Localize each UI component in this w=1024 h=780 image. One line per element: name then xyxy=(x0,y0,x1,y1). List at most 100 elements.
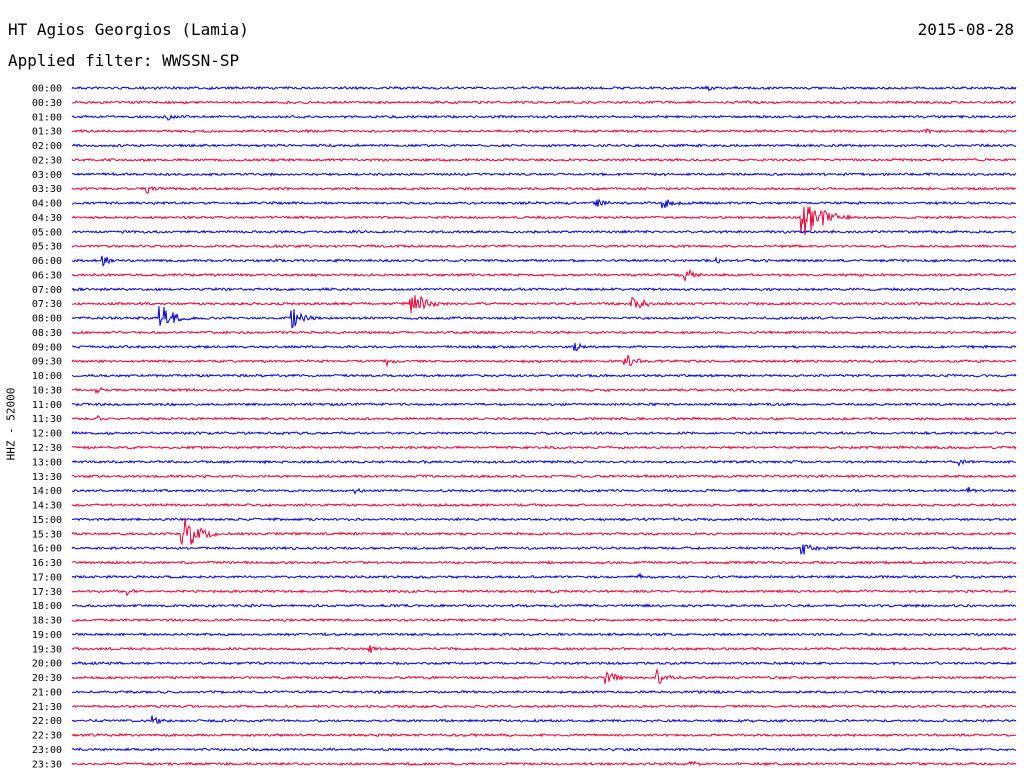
row-time-label: 11:30 xyxy=(32,414,62,425)
row-time-label: 07:30 xyxy=(32,299,62,310)
trace-line xyxy=(71,502,1017,508)
row-time-label: 04:00 xyxy=(32,199,62,210)
trace-line xyxy=(71,386,1017,395)
trace-line xyxy=(71,459,1017,467)
row-time-label: 13:00 xyxy=(32,457,62,468)
row-time-label: 14:30 xyxy=(32,501,62,512)
row-time-label: 13:30 xyxy=(32,472,62,483)
row-time-label: 02:00 xyxy=(32,141,62,152)
row-time-label: 20:00 xyxy=(32,659,62,670)
trace-line xyxy=(71,715,1017,725)
row-time-label: 00:00 xyxy=(32,84,62,95)
trace-line xyxy=(71,660,1017,666)
row-time-label: 19:00 xyxy=(32,630,62,641)
trace-line xyxy=(71,645,1017,654)
trace-line xyxy=(71,295,1017,314)
row-time-label: 06:00 xyxy=(32,256,62,267)
trace-line xyxy=(71,171,1017,177)
row-time-label: 05:30 xyxy=(32,242,62,253)
trace-line xyxy=(71,704,1017,709)
row-time-label: 09:30 xyxy=(32,357,62,368)
trace-line xyxy=(71,732,1017,738)
row-time-label: 21:30 xyxy=(32,702,62,713)
row-time-label: 20:30 xyxy=(32,673,62,684)
trace-line xyxy=(71,157,1017,163)
trace-line xyxy=(72,516,1017,522)
row-time-label: 10:00 xyxy=(32,371,62,382)
row-time-label: 18:30 xyxy=(32,616,62,627)
row-time-label: 03:00 xyxy=(32,170,62,181)
trace-line xyxy=(71,544,1017,556)
trace-line xyxy=(71,560,1017,565)
row-time-label: 15:30 xyxy=(32,529,62,540)
row-time-label: 04:30 xyxy=(32,213,62,224)
trace-line xyxy=(71,632,1017,637)
trace-line xyxy=(71,486,1017,495)
row-time-label: 03:30 xyxy=(32,184,62,195)
trace-line xyxy=(71,444,1017,450)
row-time-label: 14:00 xyxy=(32,486,62,497)
trace-line xyxy=(71,100,1017,105)
row-time-label: 22:30 xyxy=(32,731,62,742)
row-time-label: 09:00 xyxy=(32,342,62,353)
trace-line xyxy=(71,229,1017,235)
row-time-label: 00:30 xyxy=(32,98,62,109)
trace-line xyxy=(71,143,1017,148)
trace-line xyxy=(71,268,1017,283)
row-time-label: 19:30 xyxy=(32,644,62,655)
row-time-label: 11:00 xyxy=(32,400,62,411)
trace-line xyxy=(71,473,1017,479)
trace-line xyxy=(71,354,1017,368)
row-time-label: 08:00 xyxy=(32,314,62,325)
trace-line xyxy=(71,617,1017,623)
trace-line xyxy=(71,402,1017,407)
row-time-label: 16:30 xyxy=(32,558,62,569)
trace-line xyxy=(71,114,1017,121)
trace-line xyxy=(71,517,1017,546)
row-time-label: 15:00 xyxy=(32,515,62,526)
trace-line xyxy=(72,342,1017,351)
row-time-label: 17:30 xyxy=(32,587,62,598)
trace-line xyxy=(71,373,1017,378)
row-time-label: 18:00 xyxy=(32,601,62,612)
trace-line xyxy=(71,329,1017,335)
row-time-label: 08:30 xyxy=(32,328,62,339)
trace-line xyxy=(71,306,1017,329)
trace-line xyxy=(71,572,1017,580)
trace-line xyxy=(71,430,1017,436)
trace-line xyxy=(71,85,1017,92)
trace-line xyxy=(71,255,1017,267)
trace-line xyxy=(71,198,1017,209)
row-time-label: 23:30 xyxy=(32,759,62,770)
row-time-label: 17:00 xyxy=(32,572,62,583)
date-label: 2015-08-28 xyxy=(917,20,1014,39)
row-time-label: 23:00 xyxy=(32,745,62,756)
row-time-label: 22:00 xyxy=(32,716,62,727)
trace-line xyxy=(72,206,1017,235)
trace-line xyxy=(71,286,1017,292)
row-time-label: 07:00 xyxy=(32,285,62,296)
trace-line xyxy=(71,186,1017,194)
trace-line xyxy=(71,127,1017,135)
row-time-label: 05:00 xyxy=(32,227,62,238)
trace-line xyxy=(71,689,1017,695)
trace-line xyxy=(71,243,1017,249)
trace-line xyxy=(71,603,1017,609)
trace-line xyxy=(71,667,1017,685)
row-time-label: 12:00 xyxy=(32,429,62,440)
filter-label: Applied filter: WWSSN-SP xyxy=(8,51,240,70)
row-time-label: 06:30 xyxy=(32,270,62,281)
row-time-label: 16:00 xyxy=(32,544,62,555)
trace-line xyxy=(71,415,1017,422)
row-time-label: 01:30 xyxy=(32,127,62,138)
row-time-label: 12:30 xyxy=(32,443,62,454)
row-time-label: 21:00 xyxy=(32,687,62,698)
station-title: HT Agios Georgios (Lamia) xyxy=(8,20,249,39)
row-time-label: 02:30 xyxy=(32,155,62,166)
row-time-label: 01:00 xyxy=(32,112,62,123)
trace-line xyxy=(71,747,1017,752)
trace-line xyxy=(71,588,1017,597)
row-time-label: 10:30 xyxy=(32,385,62,396)
trace-line xyxy=(71,760,1017,767)
